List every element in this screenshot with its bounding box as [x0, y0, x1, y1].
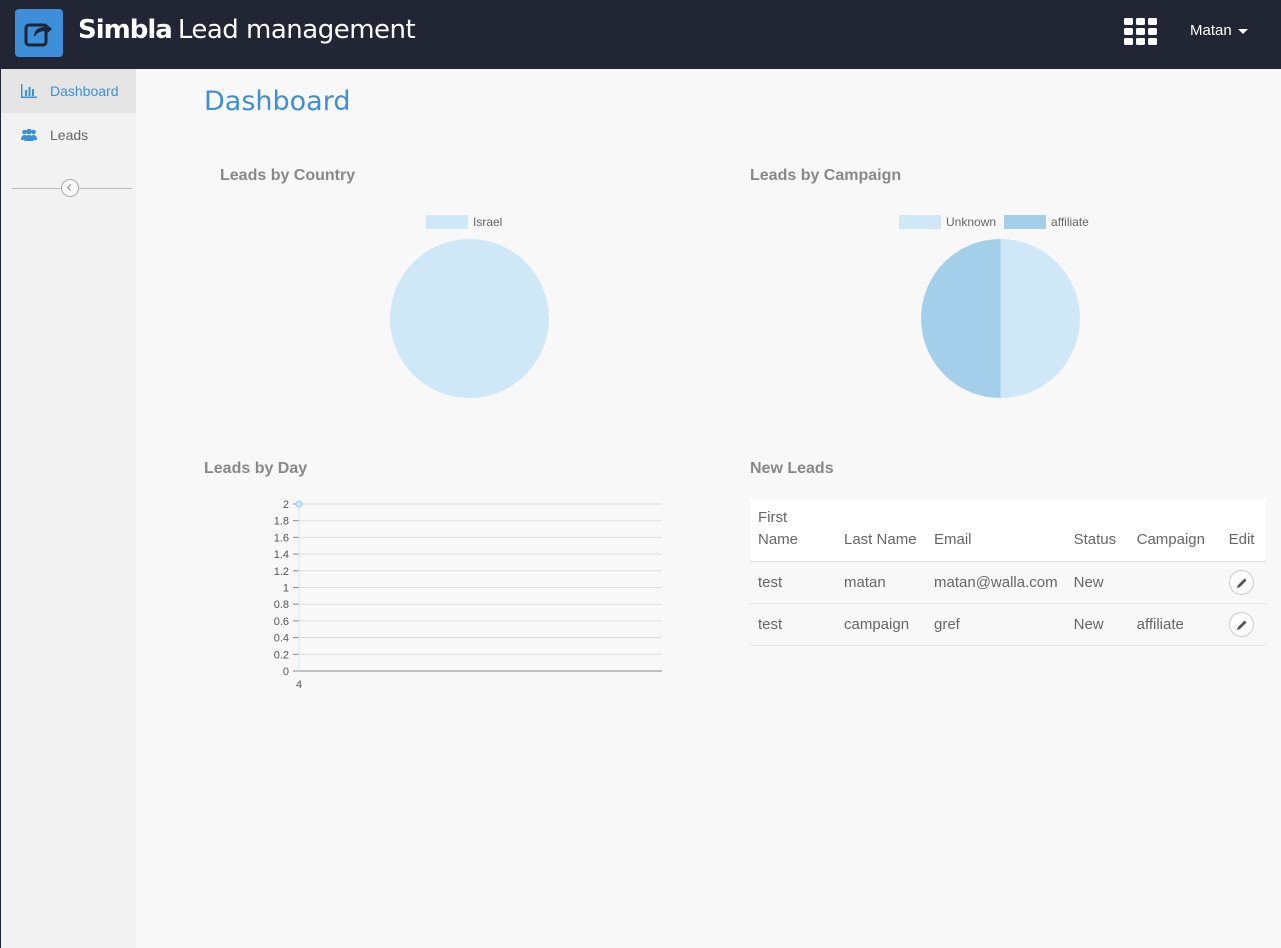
- sidebar: Dashboard Leads: [0, 69, 136, 948]
- column-header-email[interactable]: Email: [926, 499, 1066, 562]
- cell-edit: [1220, 561, 1266, 604]
- legend-label: Unknown: [946, 215, 997, 229]
- column-header-first-name[interactable]: First Name: [750, 499, 836, 562]
- y-tick-label: 1.2: [274, 566, 289, 578]
- y-tick-label: 0.8: [274, 599, 289, 611]
- column-header-status[interactable]: Status: [1065, 499, 1129, 562]
- pencil-icon: [1236, 578, 1247, 588]
- sidebar-item-label: Dashboard: [50, 83, 119, 99]
- top-navbar: Simbla Lead management Matan: [0, 0, 1281, 69]
- sidebar-item-leads[interactable]: Leads: [1, 113, 136, 157]
- user-name: Matan: [1190, 22, 1232, 39]
- edit-lead-button[interactable]: [1228, 612, 1254, 637]
- bar-chart-icon: [21, 84, 37, 98]
- edit-lead-button[interactable]: [1228, 570, 1254, 595]
- y-tick-label: 1: [283, 583, 289, 595]
- legend-swatch: [426, 215, 468, 229]
- share-icon: [24, 23, 52, 47]
- sidebar-item-label: Leads: [50, 127, 89, 143]
- page-title: Dashboard: [204, 86, 351, 117]
- cell-first-name: test: [750, 561, 836, 604]
- campaign-chart-legend: Unknown affiliate: [899, 215, 1097, 229]
- y-tick-label: 1.6: [274, 532, 289, 544]
- apps-grid-icon[interactable]: [1124, 18, 1158, 46]
- sidebar-item-dashboard[interactable]: Dashboard: [1, 69, 136, 113]
- cell-email: matan@walla.com: [926, 561, 1066, 604]
- y-tick-label: 1.4: [274, 549, 289, 561]
- brand-title: Simbla Lead management: [78, 15, 416, 45]
- table-row[interactable]: test campaign gref New affiliate: [750, 603, 1266, 646]
- legend-swatch: [1004, 215, 1047, 229]
- brand-subtitle: Lead management: [177, 15, 416, 45]
- cell-status: New: [1065, 561, 1129, 604]
- y-tick-label: 0.4: [274, 633, 289, 645]
- country-pie-chart: [390, 239, 549, 398]
- campaign-pie-chart: [921, 239, 1080, 398]
- campaign-chart-title: Leads by Campaign: [750, 167, 902, 184]
- legend-item: Unknown: [899, 215, 996, 229]
- country-chart-legend: Israel: [426, 215, 510, 229]
- day-chart-title: Leads by Day: [204, 460, 308, 477]
- cell-first-name: test: [750, 603, 836, 646]
- y-tick-label: 0.6: [274, 616, 289, 628]
- users-icon: [21, 128, 37, 141]
- cell-status: New: [1065, 603, 1129, 646]
- pencil-icon: [1236, 620, 1247, 630]
- legend-label: affiliate: [1051, 215, 1089, 229]
- pie-slice-affiliate[interactable]: [921, 239, 1001, 398]
- brand-name: Simbla: [78, 15, 173, 45]
- y-tick-label: 1.8: [274, 516, 289, 528]
- cell-email: gref: [926, 603, 1066, 646]
- y-tick-label: 0.2: [274, 649, 289, 661]
- pie-slice-unknown[interactable]: [1000, 239, 1080, 398]
- table-header-row: First Name Last Name Email Status Campai…: [750, 499, 1266, 562]
- column-header-campaign[interactable]: Campaign: [1128, 499, 1221, 562]
- day-line-chart: 0 0.2 0.4 0.6 0.8 1 1.2 1.4 1.6 1.8 2 4: [274, 499, 662, 691]
- legend-item: Israel: [426, 215, 502, 229]
- new-leads-table: First Name Last Name Email Status Campai…: [750, 499, 1266, 646]
- x-tick-label: 4: [296, 679, 302, 691]
- app-logo[interactable]: [15, 9, 63, 57]
- cell-last-name: matan: [836, 561, 926, 604]
- table-row[interactable]: test matan matan@walla.com New: [750, 561, 1266, 604]
- cell-campaign: [1128, 561, 1221, 604]
- cell-last-name: campaign: [836, 603, 926, 646]
- y-tick-label: 0: [283, 666, 289, 678]
- legend-swatch: [899, 215, 941, 229]
- data-point[interactable]: [295, 500, 303, 508]
- caret-down-icon: [1237, 28, 1248, 34]
- new-leads-title: New Leads: [750, 460, 834, 477]
- column-header-edit: Edit: [1220, 499, 1266, 562]
- legend-item: affiliate: [1004, 215, 1089, 229]
- collapse-sidebar-button[interactable]: [61, 179, 79, 197]
- cell-edit: [1220, 603, 1266, 646]
- legend-label: Israel: [473, 215, 503, 229]
- country-chart-title: Leads by Country: [220, 167, 356, 184]
- y-tick-label: 2: [283, 499, 289, 511]
- pie-slice-israel[interactable]: [390, 239, 549, 398]
- column-header-last-name[interactable]: Last Name: [836, 499, 926, 562]
- cell-campaign: affiliate: [1128, 603, 1221, 646]
- user-menu[interactable]: Matan: [1190, 22, 1248, 39]
